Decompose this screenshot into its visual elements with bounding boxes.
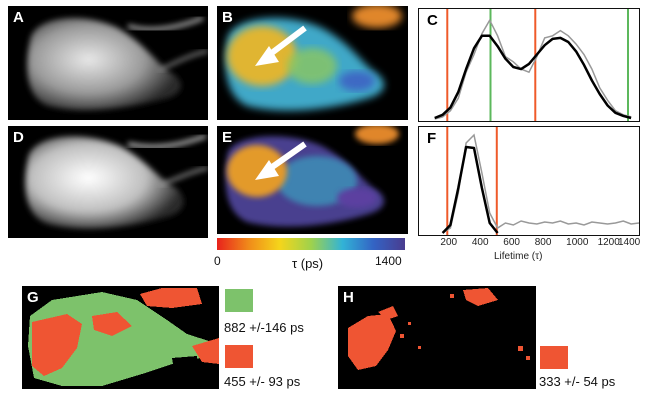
- histogram-x-label: Lifetime (τ): [494, 251, 543, 262]
- red-region-right: [192, 338, 219, 364]
- cell-lifetime-b: [225, 6, 402, 111]
- x-tick-600: 600: [503, 237, 520, 248]
- legend-g-green-swatch: [225, 289, 253, 312]
- x-tick-1200: 1200: [597, 237, 620, 248]
- legend-h-red-swatch: [540, 346, 568, 369]
- panel-d-label: D: [13, 129, 24, 146]
- arrow-b-icon: [255, 46, 279, 66]
- histogram-series: [442, 133, 640, 234]
- panel-b-label: B: [222, 9, 233, 26]
- histogram-x-ticks: 200 400 600 800 1000 1200 1400: [418, 237, 640, 251]
- histogram-c-svg: [434, 9, 632, 121]
- panel-h-label: H: [343, 289, 354, 306]
- red-region-h-left: [348, 314, 396, 370]
- x-tick-200: 200: [440, 237, 458, 248]
- panel-c-label: C: [427, 12, 438, 29]
- segmentation-g-svg: [28, 288, 219, 386]
- histogram-series: [434, 18, 632, 120]
- x-tick-400: 400: [471, 237, 489, 248]
- panel-b-lifetime-image: B: [217, 6, 408, 120]
- cell-intensity-a: [27, 16, 208, 111]
- segmentation-h-svg: [348, 288, 530, 370]
- colorbar-gradient: [217, 238, 405, 250]
- panel-f-label: F: [427, 130, 437, 147]
- legend-h-red-label: 333 +/- 54 ps: [539, 374, 616, 389]
- panel-g-segmentation-map: G: [22, 286, 219, 389]
- colorbar: [217, 238, 405, 250]
- panel-g-label: G: [27, 289, 39, 306]
- colorbar-title: τ (ps): [292, 256, 324, 271]
- red-region-mid: [92, 312, 132, 336]
- legend-g-green-label: 882 +/-146 ps: [224, 320, 304, 335]
- cell-lifetime-e: [225, 126, 399, 227]
- panel-a-label: A: [13, 9, 24, 26]
- panel-e-lifetime-image: E: [217, 126, 408, 234]
- colorbar-min-label: 0: [214, 254, 221, 268]
- legend-g-red-swatch: [225, 345, 253, 368]
- legend-g-red-label: 455 +/- 93 ps: [224, 374, 301, 389]
- red-region-h-top: [463, 288, 498, 306]
- panel-f-histogram: F: [418, 126, 640, 236]
- panel-c-histogram: C: [418, 8, 640, 122]
- x-tick-800: 800: [534, 237, 552, 248]
- x-tick-1000: 1000: [566, 237, 589, 248]
- cell-intensity-d: [25, 134, 208, 229]
- fit-curve: [434, 34, 632, 120]
- red-region-top: [140, 288, 202, 308]
- panel-h-segmentation-map: H: [338, 286, 536, 389]
- histogram-f-svg: [441, 127, 640, 235]
- x-tick-1400: 1400: [618, 237, 641, 248]
- colorbar-max-label: 1400: [375, 254, 402, 268]
- red-region-left: [32, 314, 82, 376]
- panel-d-intensity-image: D: [8, 126, 208, 238]
- arrow-e-icon: [255, 160, 279, 180]
- panel-a-intensity-image: A: [8, 6, 208, 120]
- fit-curve: [441, 145, 499, 234]
- panel-e-label: E: [222, 129, 233, 146]
- green-region: [28, 292, 217, 386]
